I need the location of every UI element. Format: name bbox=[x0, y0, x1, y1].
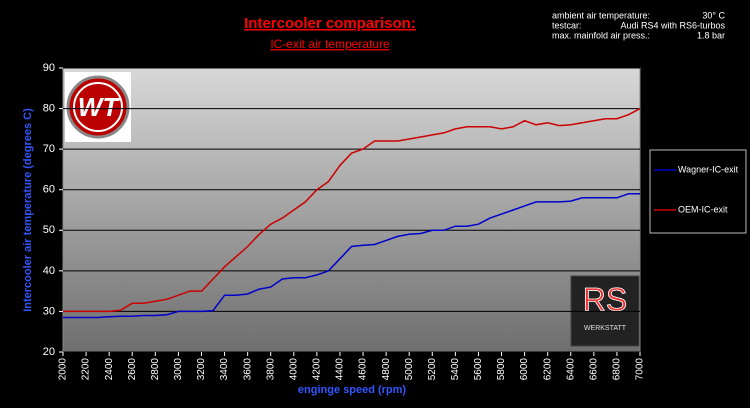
x-tick-label: 4000 bbox=[288, 358, 299, 381]
x-tick-label: 3800 bbox=[265, 358, 276, 381]
info-label: testcar: bbox=[552, 20, 582, 30]
y-tick-label: 50 bbox=[43, 224, 55, 236]
logo-caption: WERKSTATT bbox=[584, 325, 627, 332]
info-label: ambient air temperature: bbox=[552, 10, 650, 20]
x-tick-label: 5600 bbox=[473, 358, 484, 381]
x-tick-label: 4400 bbox=[335, 358, 346, 381]
y-tick-label: 70 bbox=[43, 143, 55, 155]
x-tick-label: 4600 bbox=[358, 358, 369, 381]
x-tick-label: 2600 bbox=[127, 358, 138, 381]
x-axis-label: enginge speed (rpm) bbox=[298, 384, 407, 396]
y-tick-label: 80 bbox=[43, 102, 55, 114]
x-tick-label: 6400 bbox=[565, 358, 576, 381]
chart-title: Intercooler comparison: bbox=[244, 15, 416, 32]
x-tick-label: 5400 bbox=[450, 358, 461, 381]
logo-text: WT bbox=[78, 92, 121, 122]
x-tick-label: 6200 bbox=[542, 358, 553, 381]
plot-area bbox=[62, 67, 641, 353]
x-tick-label: 5200 bbox=[427, 358, 438, 381]
x-tick-label: 3000 bbox=[173, 358, 184, 381]
x-tick-label: 6000 bbox=[519, 358, 530, 381]
x-tick-label: 5000 bbox=[404, 358, 415, 381]
series-line bbox=[63, 193, 640, 319]
x-tick-label: 7000 bbox=[635, 358, 646, 381]
x-tick-label: 3600 bbox=[242, 358, 253, 381]
logo-left: WT bbox=[65, 72, 131, 142]
y-tick-label: 20 bbox=[43, 346, 55, 358]
series-line bbox=[63, 107, 641, 313]
info-value: 1.8 bar bbox=[697, 30, 725, 40]
logo-text: RS bbox=[583, 281, 627, 317]
x-tick-label: 4200 bbox=[312, 358, 323, 381]
x-tick-label: 4800 bbox=[381, 358, 392, 381]
chart-subtitle: IC-exit air temperature bbox=[270, 37, 390, 51]
x-tick-label: 3400 bbox=[219, 358, 230, 381]
x-tick-label: 2200 bbox=[81, 358, 92, 381]
x-tick-label: 6800 bbox=[612, 358, 623, 381]
legend-label: OEM-IC-exit bbox=[678, 204, 728, 214]
x-tick-label: 6600 bbox=[588, 358, 599, 381]
y-tick-label: 30 bbox=[43, 305, 55, 317]
x-tick-label: 2800 bbox=[150, 358, 161, 381]
y-tick-label: 90 bbox=[43, 62, 55, 74]
x-tick-label: 3200 bbox=[196, 358, 207, 381]
y-tick-label: 40 bbox=[43, 265, 55, 277]
x-tick-label: 2000 bbox=[58, 358, 69, 381]
info-label: max. mainfold air press.: bbox=[552, 30, 650, 40]
info-value: Audi RS4 with RS6-turbos bbox=[620, 20, 725, 30]
legend bbox=[649, 149, 747, 234]
y-axis-label: Intercooler air temperature (degrees C) bbox=[22, 108, 34, 312]
info-value: 30° C bbox=[702, 10, 725, 20]
x-tick-label: 2400 bbox=[104, 358, 115, 381]
legend-label: Wagner-IC-exit bbox=[678, 164, 739, 174]
y-tick-label: 60 bbox=[43, 184, 55, 196]
x-tick-label: 5800 bbox=[496, 358, 507, 381]
